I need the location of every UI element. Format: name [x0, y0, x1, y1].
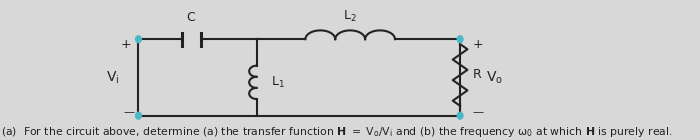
Text: +: +	[121, 38, 132, 51]
Circle shape	[136, 36, 141, 43]
Text: $L_2$: $L_2$	[343, 8, 357, 24]
Circle shape	[457, 36, 463, 43]
Text: $V_i$: $V_i$	[106, 69, 119, 86]
Text: (a)  For the circuit above, determine (a) the transfer function $\mathbf{H}$ $=$: (a) For the circuit above, determine (a)…	[1, 125, 673, 139]
Text: $R$: $R$	[473, 68, 483, 81]
Text: —: —	[473, 107, 484, 117]
Text: $L_1$: $L_1$	[271, 75, 285, 90]
Text: +: +	[473, 38, 483, 51]
Circle shape	[136, 112, 141, 119]
Circle shape	[457, 112, 463, 119]
Text: $C$: $C$	[186, 10, 197, 24]
Text: —: —	[123, 107, 134, 117]
Text: $V_o$: $V_o$	[486, 69, 503, 86]
